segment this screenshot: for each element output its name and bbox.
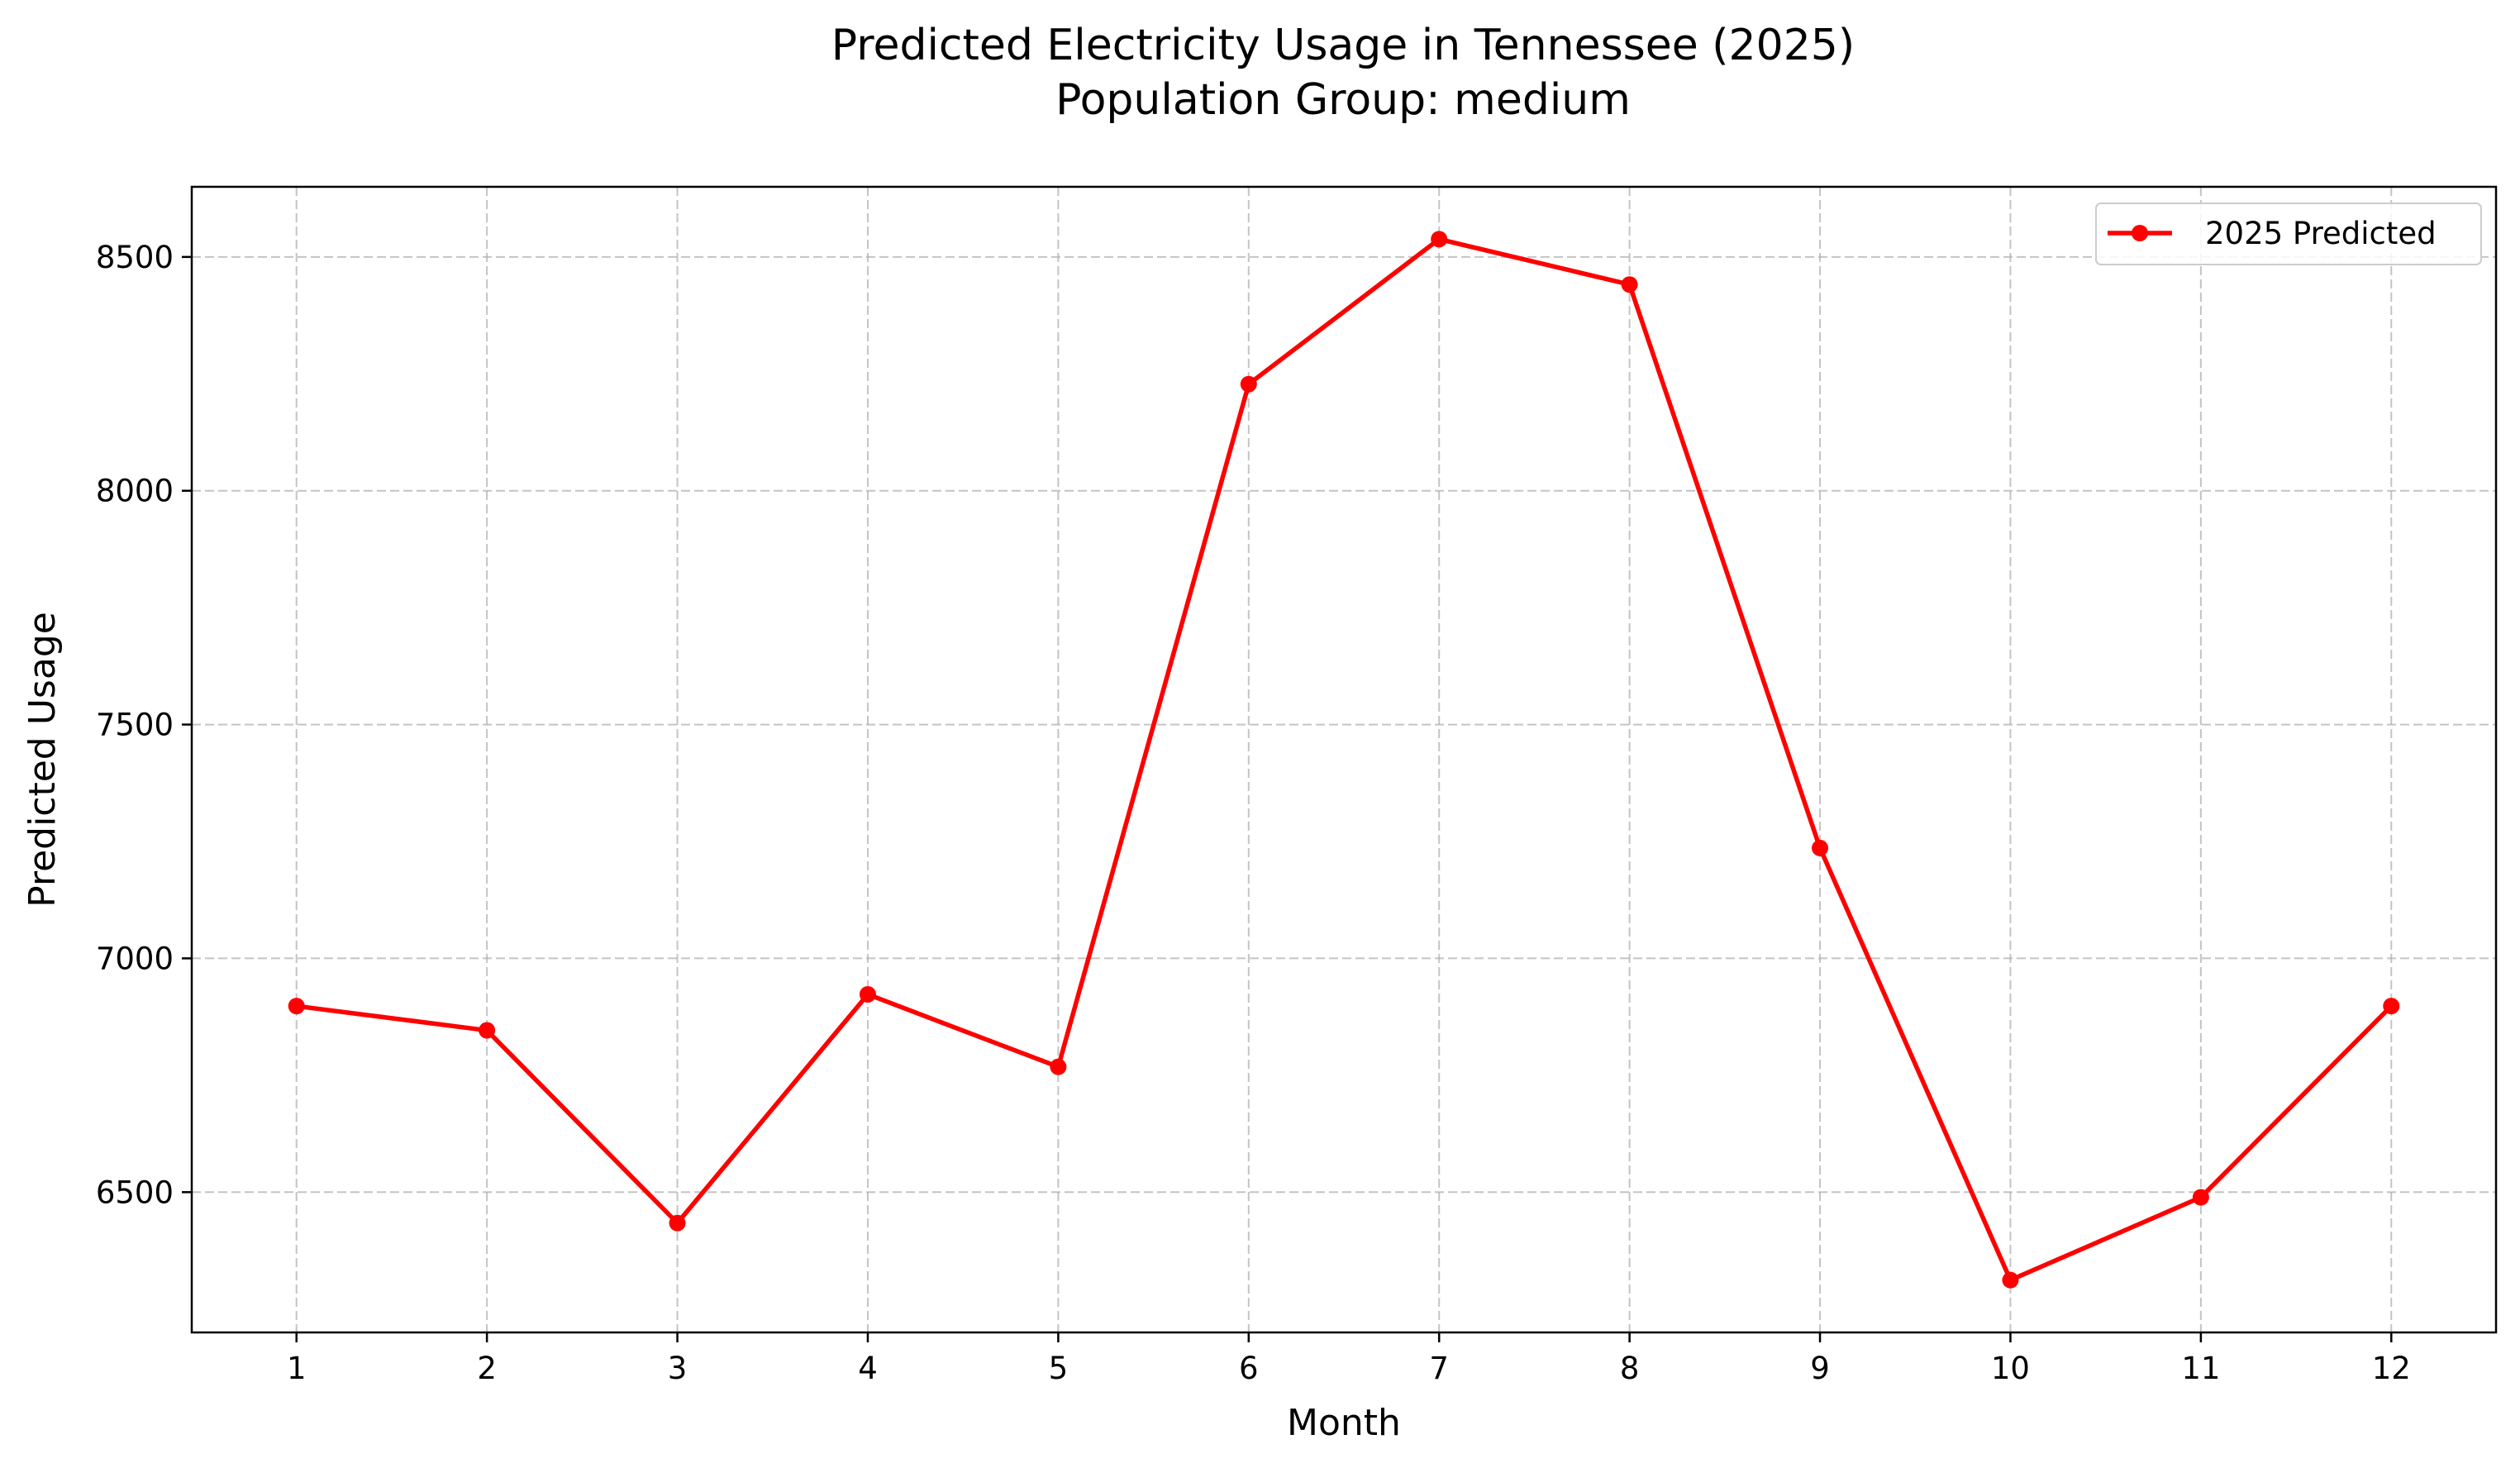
x-tick-label: 10 [1991, 1351, 2030, 1386]
y-axis-label: Predicted Usage [21, 612, 64, 908]
legend-box [2095, 203, 2482, 265]
data-point [288, 998, 305, 1015]
data-point [1240, 375, 1257, 393]
y-tick-label: 6500 [96, 1175, 174, 1210]
y-axis-ticks: 6500 7000 7500 8000 8500 [96, 240, 192, 1210]
x-tick-label: 12 [2372, 1351, 2411, 1386]
data-point [479, 1022, 496, 1039]
data-point [859, 985, 876, 1003]
series-line [293, 236, 2394, 1283]
data-point [669, 1214, 686, 1232]
y-tick-label: 8500 [96, 240, 174, 275]
data-point [1621, 276, 1638, 293]
data-point [1812, 839, 1829, 856]
legend-marker-swatch [2132, 225, 2148, 241]
grid-lines [192, 187, 2496, 1332]
x-tick-label: 11 [2181, 1351, 2220, 1386]
x-axis-label: Month [1287, 1402, 1401, 1444]
x-tick-label: 9 [1810, 1351, 1830, 1386]
x-axis-ticks: 1 2 3 4 5 6 7 8 9 10 11 12 [287, 1332, 2411, 1386]
plot-frame [190, 185, 2498, 1334]
data-point [1050, 1058, 1067, 1075]
x-tick-label: 4 [858, 1351, 878, 1386]
data-point [2192, 1189, 2209, 1206]
x-tick-label: 1 [287, 1351, 307, 1386]
chart-subtitle: Population Group: medium [1055, 75, 1631, 125]
x-tick-label: 7 [1429, 1351, 1449, 1386]
data-point [2002, 1271, 2019, 1289]
data-series [288, 231, 2400, 1289]
x-tick-label: 8 [1620, 1351, 1640, 1386]
y-tick-label: 7000 [96, 941, 174, 976]
x-tick-label: 6 [1239, 1351, 1259, 1386]
data-point [2383, 998, 2400, 1015]
x-tick-label: 2 [477, 1351, 497, 1386]
legend: 2025 Predicted [2095, 203, 2482, 265]
x-tick-label: 5 [1049, 1351, 1069, 1386]
chart-title: Predicted Electricity Usage in Tennessee… [831, 21, 1855, 70]
y-tick-label: 7500 [96, 708, 174, 743]
x-tick-label: 3 [668, 1351, 688, 1386]
data-point [1431, 231, 1448, 248]
legend-entry-label: 2025 Predicted [2205, 216, 2437, 251]
y-tick-label: 8000 [96, 474, 174, 509]
